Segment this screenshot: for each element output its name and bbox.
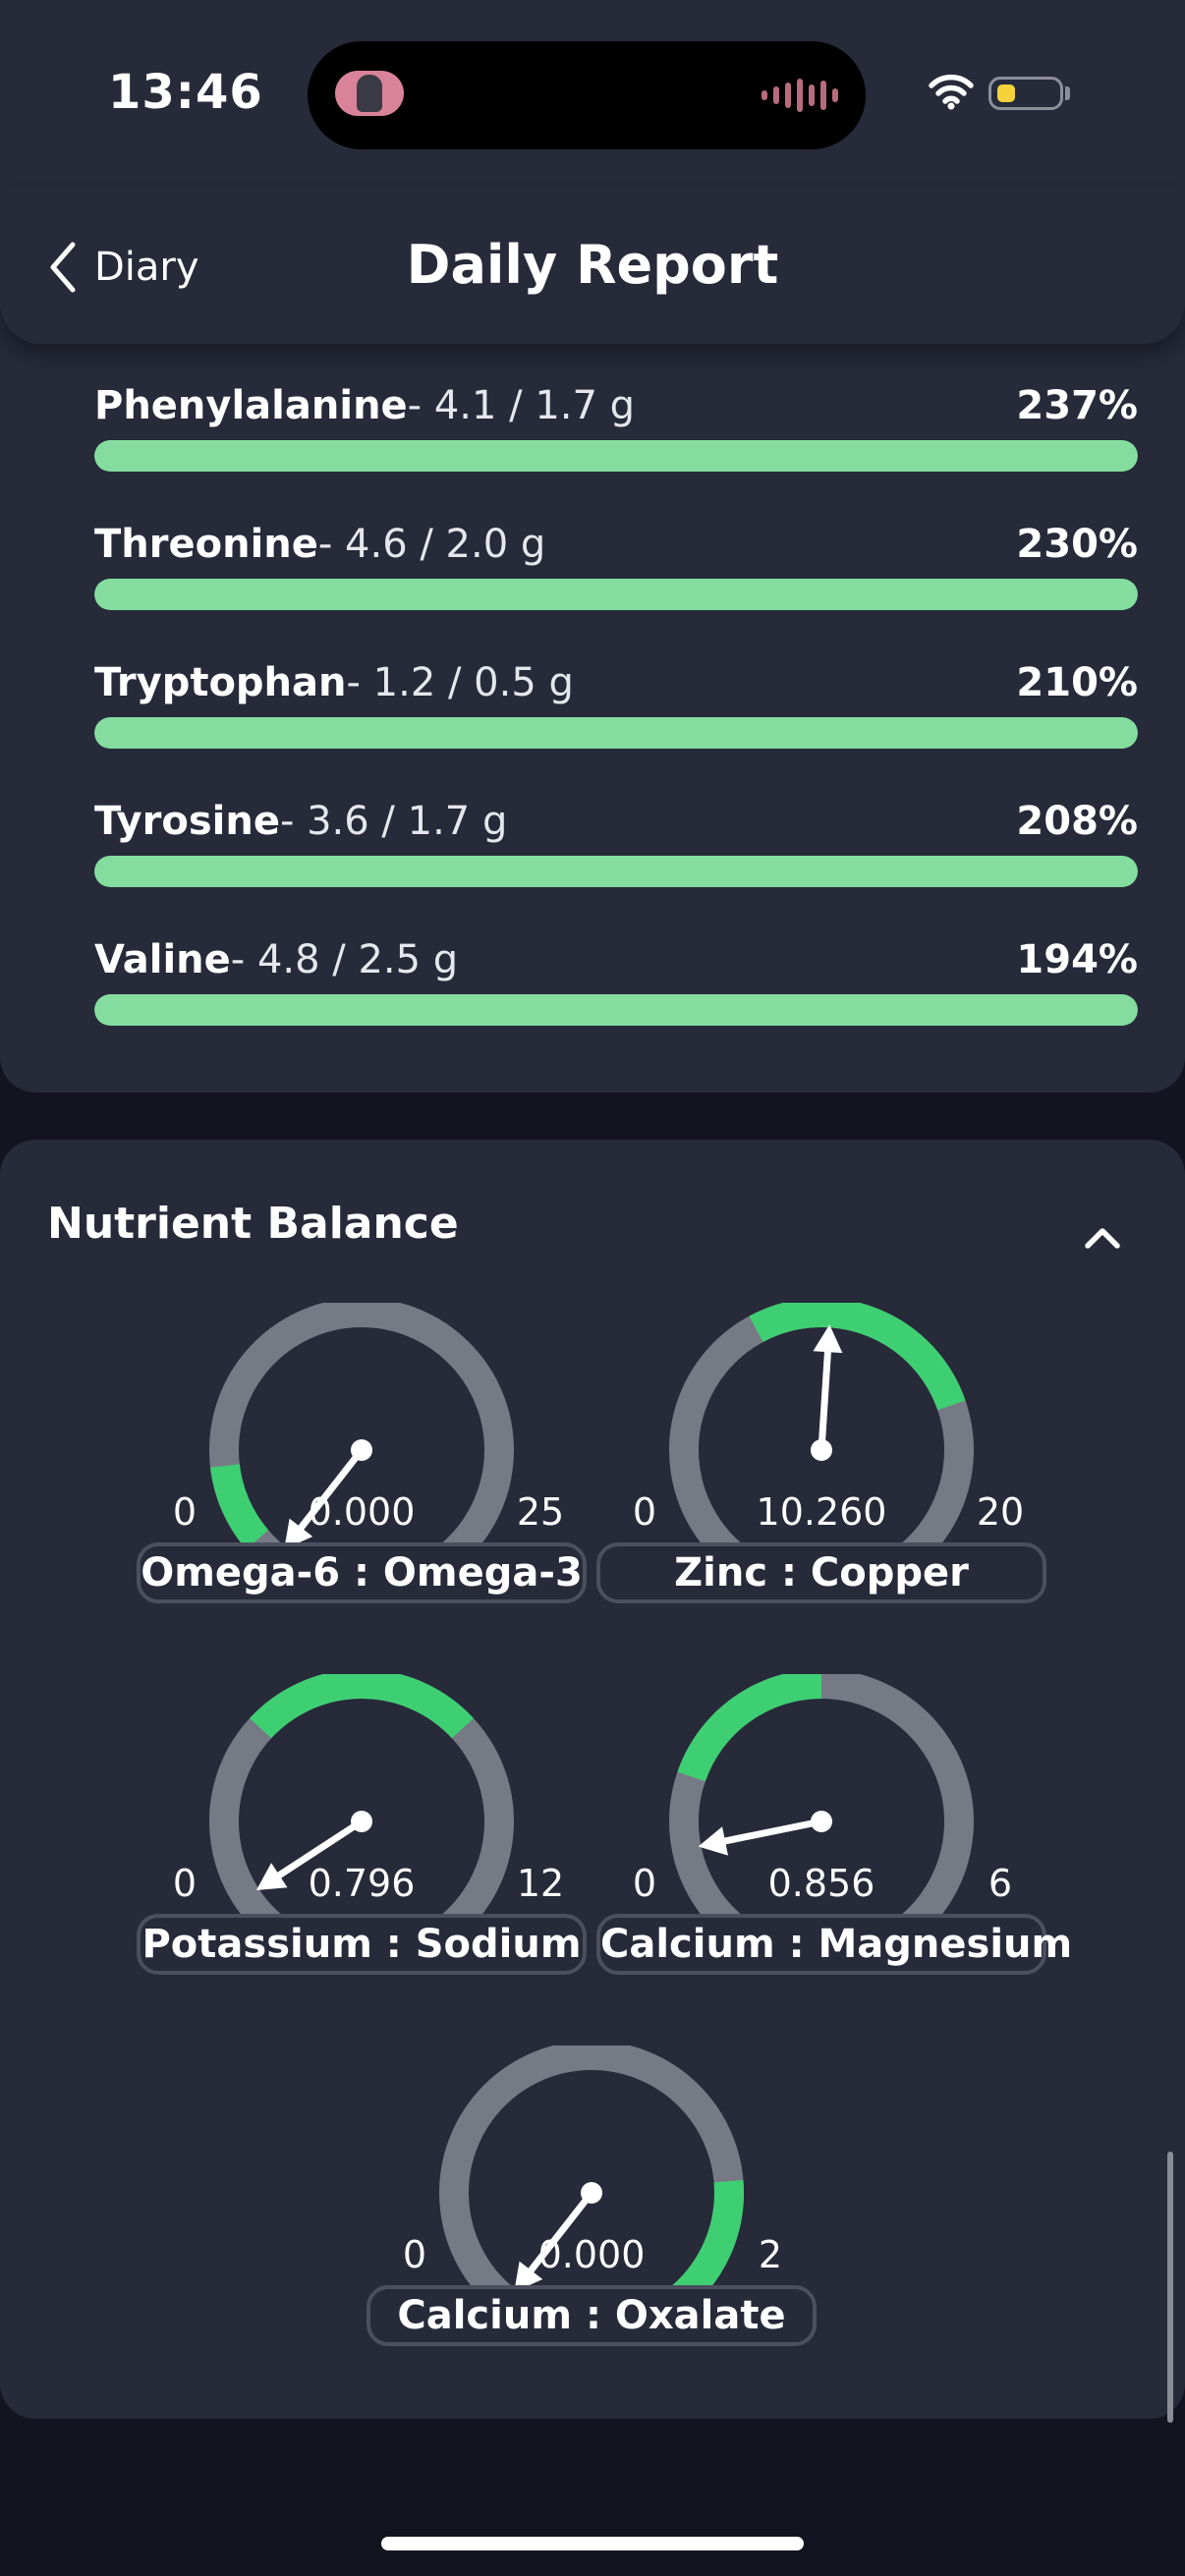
status-bar: 13:46: [0, 0, 1185, 187]
section-title: Nutrient Balance: [47, 1199, 459, 1249]
gauge-calcium-magnesium: 0 6 0.856 Calcium : Magnesium: [591, 1674, 1072, 2008]
gauge-dial: 0 20 10.260: [633, 1303, 1024, 1548]
gauge-value-label: 0.000: [538, 2233, 646, 2276]
gauge-needle-arrow: [284, 1518, 313, 1548]
amino-row-phenylalanine: Phenylalanine- 4.1 / 1.7 g 237%: [94, 383, 1138, 481]
progress-fill: [94, 440, 1138, 472]
gauge-value-label: 0.856: [768, 1862, 875, 1905]
chevron-left-icon: [50, 242, 76, 293]
gauge-potassium-sodium: 0 12 0.796 Potassium : Sodium: [131, 1674, 592, 2008]
gauge-optimal-zone: [749, 1303, 966, 1411]
progress-bar: [94, 717, 1138, 749]
gauge-label: Calcium : Magnesium: [596, 1914, 1072, 1975]
gauge-optimal-zone: [250, 1674, 474, 1739]
gauge-label: Calcium : Oxalate: [367, 2285, 817, 2346]
progress-fill: [94, 994, 1138, 1026]
amino-percent: 230%: [1016, 522, 1138, 567]
gauge-calcium-oxalate: 0 2 0.000 Calcium : Oxalate: [361, 2045, 822, 2380]
amino-row-valine: Valine- 4.8 / 2.5 g 194%: [94, 937, 1138, 1036]
gauge-label: Potassium : Sodium: [137, 1914, 587, 1975]
gauge-min-label: 0: [633, 1862, 656, 1905]
gauge-needle-arrow: [698, 1826, 728, 1856]
amino-percent: 194%: [1016, 937, 1138, 982]
amino-name: Tryptophan: [94, 660, 347, 705]
amino-percent: 210%: [1016, 660, 1138, 705]
gauge-needle: [818, 1348, 831, 1454]
gauge-optimal-zone: [666, 2180, 744, 2291]
status-time: 13:46: [108, 65, 263, 120]
battery-tip: [1065, 86, 1070, 100]
gauge-value-label: 0.796: [309, 1862, 416, 1905]
page-title: Daily Report: [406, 234, 779, 296]
gauge-min-label: 0: [403, 2233, 426, 2276]
gauge-omega6-omega3: 0 25 0.000 Omega-6 : Omega-3: [131, 1303, 592, 1637]
gauge-needle: [721, 1818, 825, 1845]
nutrient-balance-card: Nutrient Balance: [0, 1140, 1185, 2419]
gauge-min-label: 0: [173, 1490, 197, 1534]
amino-name: Threonine: [94, 522, 318, 567]
gauge-dial: 0 6 0.856: [633, 1674, 1012, 1920]
amino-acid-card: Phenylalanine- 4.1 / 1.7 g 237% Threonine…: [0, 285, 1185, 1092]
progress-fill: [94, 856, 1138, 887]
amino-name: Valine: [94, 937, 231, 982]
amino-percent: 237%: [1016, 383, 1138, 428]
gauge-needle-arrow: [813, 1324, 843, 1354]
gauge-dial: 0 25 0.000: [173, 1303, 564, 1548]
amino-row-tryptophan: Tryptophan- 1.2 / 0.5 g 210%: [94, 660, 1138, 758]
amino-row-tyrosine: Tyrosine- 3.6 / 1.7 g 208%: [94, 799, 1138, 897]
battery-low-icon: [988, 77, 1063, 110]
amino-detail: - 4.8 / 2.5 g: [230, 937, 459, 982]
gauge-max-label: 2: [759, 2233, 782, 2276]
gauge-pivot: [811, 1439, 832, 1461]
gauge-pivot: [811, 1811, 832, 1832]
back-label: Diary: [94, 245, 199, 290]
progress-fill: [94, 717, 1138, 749]
home-indicator[interactable]: [381, 2537, 804, 2550]
wifi-icon: [929, 74, 974, 110]
amino-detail: - 4.1 / 1.7 g: [407, 383, 636, 428]
gauge-max-label: 12: [517, 1862, 564, 1905]
progress-bar: [94, 579, 1138, 610]
gauge-min-label: 0: [173, 1862, 197, 1905]
gauge-min-label: 0: [633, 1490, 656, 1534]
gauge-max-label: 20: [977, 1490, 1024, 1534]
amino-percent: 208%: [1016, 799, 1138, 844]
gauge-pivot: [581, 2182, 602, 2204]
gauge-max-label: 6: [988, 1862, 1012, 1905]
progress-fill: [94, 579, 1138, 610]
gauge-max-label: 25: [517, 1490, 564, 1534]
gauge-needle-arrow: [255, 1863, 288, 1891]
amino-detail: - 3.6 / 1.7 g: [279, 799, 508, 844]
gauge-pivot: [351, 1439, 372, 1461]
gauge-dial: 0 2 0.000: [403, 2045, 782, 2291]
progress-bar: [94, 440, 1138, 472]
gauge-needle-arrow: [514, 2261, 543, 2291]
back-button[interactable]: Diary: [47, 238, 199, 297]
gauge-pivot: [351, 1811, 372, 1832]
nav-header: Diary Daily Report: [0, 187, 1185, 344]
amino-detail: - 4.6 / 2.0 g: [317, 522, 546, 567]
now-playing-artwork: [335, 71, 404, 116]
amino-name: Tyrosine: [94, 799, 280, 844]
gauge-value-label: 10.260: [757, 1490, 887, 1534]
dynamic-island[interactable]: [308, 41, 866, 149]
gauge-label: Zinc : Copper: [596, 1542, 1046, 1603]
gauge-needle: [527, 2189, 595, 2274]
amino-detail: - 1.2 / 0.5 g: [346, 660, 574, 705]
amino-name: Phenylalanine: [94, 383, 408, 428]
amino-row-threonine: Threonine- 4.6 / 2.0 g 230%: [94, 522, 1138, 620]
audio-waveform-icon: [762, 77, 838, 114]
chevron-up-icon[interactable]: [1073, 1208, 1132, 1267]
gauge-optimal-zone: [210, 1463, 269, 1548]
gauge-label: Omega-6 : Omega-3: [137, 1542, 587, 1603]
gauge-needle: [297, 1446, 366, 1532]
scrollbar[interactable]: [1167, 2152, 1173, 2423]
progress-bar: [94, 994, 1138, 1026]
progress-bar: [94, 856, 1138, 887]
gauge-optimal-zone: [677, 1674, 822, 1782]
gauge-dial: 0 12 0.796: [173, 1674, 564, 1920]
gauge-zinc-copper: 0 20 10.260 Zinc : Copper: [591, 1303, 1052, 1637]
gauge-value-label: 0.000: [309, 1490, 416, 1534]
gauge-needle: [275, 1818, 366, 1879]
